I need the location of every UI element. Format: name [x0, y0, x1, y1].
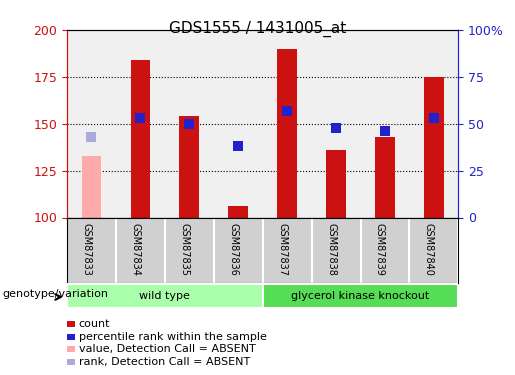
Point — [332, 124, 340, 130]
Text: count: count — [79, 320, 110, 329]
Bar — [67, 321, 75, 327]
Text: value, Detection Call = ABSENT: value, Detection Call = ABSENT — [79, 344, 255, 354]
Bar — [180, 116, 199, 218]
FancyBboxPatch shape — [263, 284, 458, 308]
Bar — [278, 49, 297, 217]
Bar — [67, 346, 75, 352]
Bar — [424, 77, 444, 218]
Bar — [327, 150, 346, 217]
Point — [283, 108, 291, 114]
Text: GSM87839: GSM87839 — [375, 223, 385, 276]
Text: GSM87834: GSM87834 — [130, 223, 140, 276]
Text: genotype/variation: genotype/variation — [3, 290, 109, 299]
Text: GSM87836: GSM87836 — [228, 223, 238, 276]
Point — [136, 115, 144, 121]
Bar — [131, 60, 150, 217]
Bar — [229, 206, 248, 218]
FancyBboxPatch shape — [67, 284, 263, 308]
Text: wild type: wild type — [140, 291, 190, 301]
Bar — [82, 156, 101, 218]
Text: GDS1555 / 1431005_at: GDS1555 / 1431005_at — [169, 21, 346, 37]
Point — [234, 143, 242, 149]
Text: glycerol kinase knockout: glycerol kinase knockout — [291, 291, 430, 301]
Text: GSM87840: GSM87840 — [424, 223, 434, 276]
Text: rank, Detection Call = ABSENT: rank, Detection Call = ABSENT — [79, 357, 250, 366]
Text: GSM87837: GSM87837 — [277, 223, 287, 276]
Bar — [375, 137, 395, 218]
Point — [185, 121, 194, 127]
Bar — [67, 358, 75, 364]
Point — [381, 128, 389, 134]
Point — [88, 134, 96, 140]
Bar — [67, 334, 75, 340]
Text: percentile rank within the sample: percentile rank within the sample — [79, 332, 267, 342]
Text: GSM87838: GSM87838 — [326, 223, 336, 276]
Point — [430, 115, 438, 121]
Text: GSM87835: GSM87835 — [179, 223, 190, 276]
Text: GSM87833: GSM87833 — [81, 223, 92, 276]
